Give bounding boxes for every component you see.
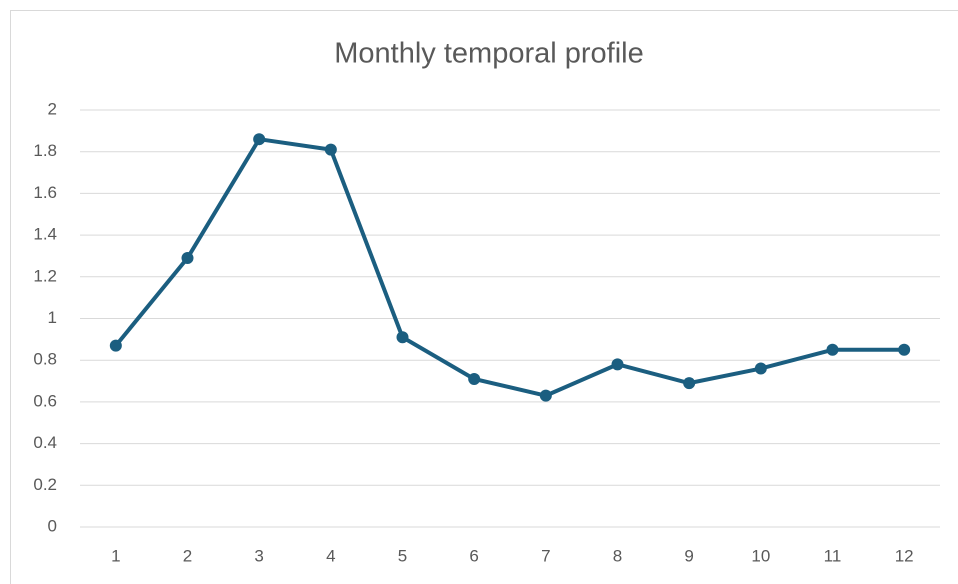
x-tick-label: 10 bbox=[751, 546, 770, 565]
x-tick-label: 7 bbox=[541, 546, 550, 565]
x-tick-label: 4 bbox=[326, 546, 335, 565]
y-tick-label: 1.2 bbox=[33, 266, 57, 285]
x-tick-label: 6 bbox=[469, 546, 478, 565]
y-tick-label: 0.4 bbox=[33, 433, 57, 452]
x-tick-label: 12 bbox=[895, 546, 914, 565]
y-tick-label: 0.6 bbox=[33, 391, 57, 410]
data-point bbox=[324, 143, 337, 156]
chart-title: Monthly temporal profile bbox=[334, 38, 643, 70]
y-tick-label: 1.4 bbox=[33, 225, 57, 244]
data-point bbox=[898, 343, 911, 356]
y-tick-label: 1 bbox=[48, 308, 57, 327]
y-tick-label: 0.2 bbox=[33, 475, 57, 494]
x-tick-label: 9 bbox=[684, 546, 693, 565]
data-point bbox=[683, 377, 696, 390]
data-point bbox=[396, 331, 409, 344]
series-line bbox=[114, 137, 905, 398]
data-point bbox=[539, 389, 552, 402]
data-point bbox=[611, 358, 624, 371]
x-tick-label: 8 bbox=[613, 546, 622, 565]
data-point bbox=[468, 372, 481, 385]
y-tick-label: 2 bbox=[48, 99, 57, 118]
y-tick-label: 1.8 bbox=[33, 141, 57, 160]
data-point bbox=[754, 362, 767, 375]
data-point bbox=[109, 339, 122, 352]
data-point bbox=[826, 343, 839, 356]
x-tick-label: 11 bbox=[824, 546, 842, 565]
chart-frame bbox=[10, 10, 958, 584]
x-tick-label: 3 bbox=[254, 546, 263, 565]
data-point bbox=[181, 252, 194, 265]
x-tick-label: 2 bbox=[183, 546, 192, 565]
y-tick-label: 0 bbox=[48, 516, 57, 535]
x-tick-label: 1 bbox=[111, 546, 120, 565]
x-tick-label: 5 bbox=[398, 546, 407, 565]
y-tick-label: 1.6 bbox=[33, 183, 57, 202]
data-point bbox=[253, 133, 266, 146]
y-tick-label: 0.8 bbox=[33, 350, 57, 369]
